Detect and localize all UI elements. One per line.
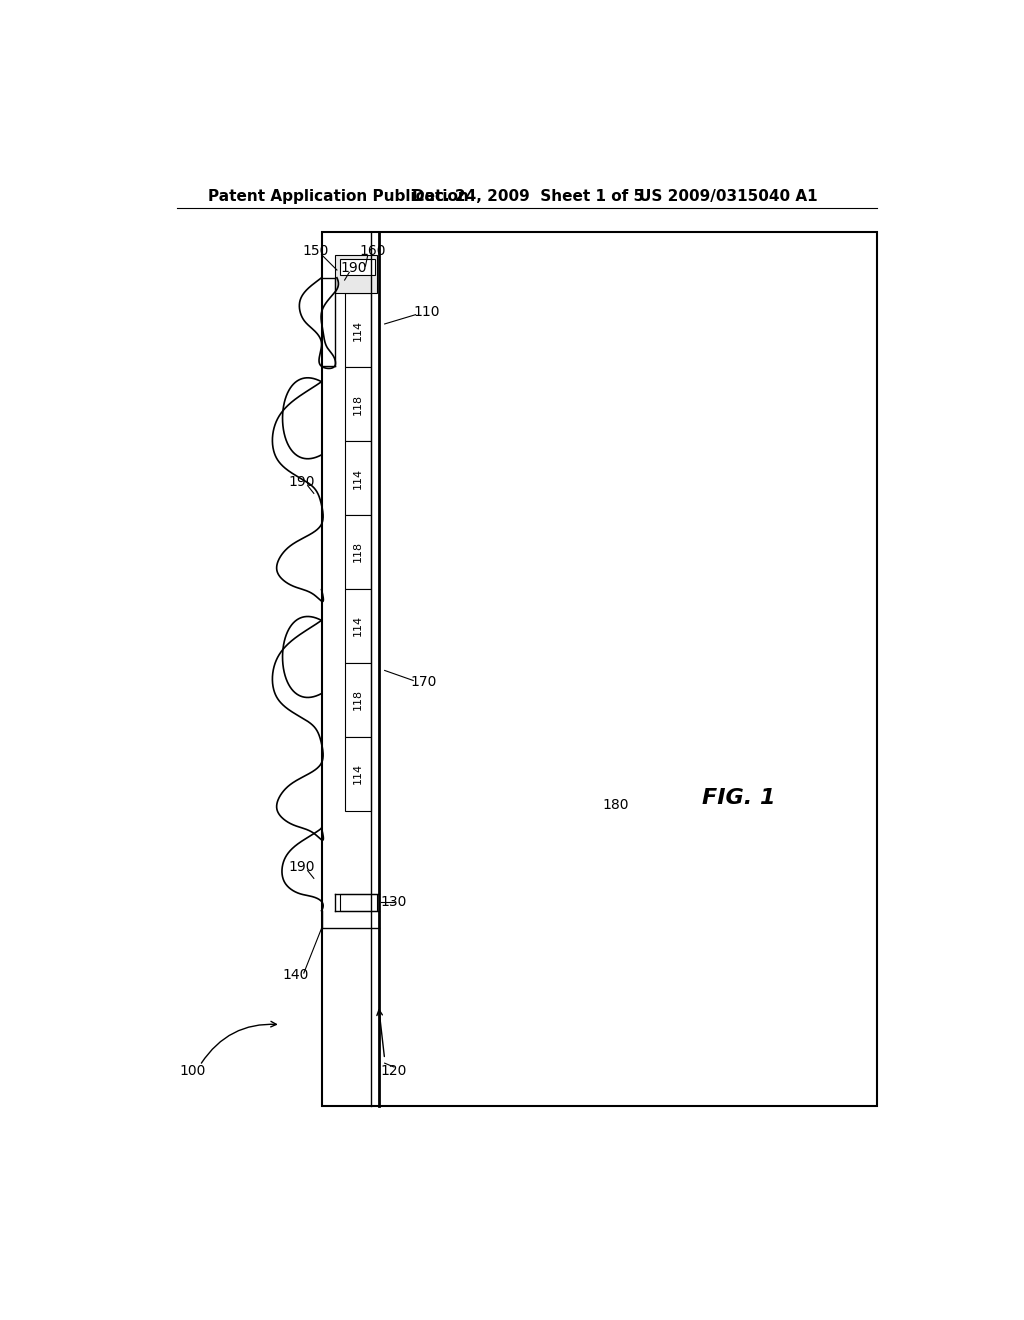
Text: 180: 180 — [602, 799, 629, 812]
Text: 120: 120 — [381, 1064, 408, 1078]
Text: 170: 170 — [410, 675, 436, 689]
Text: 190: 190 — [288, 859, 314, 874]
Bar — [345, 663, 371, 737]
Text: 100: 100 — [179, 1064, 206, 1078]
Bar — [345, 737, 371, 810]
Text: 114: 114 — [352, 467, 362, 488]
Bar — [340, 894, 377, 911]
Text: 160: 160 — [359, 244, 386, 257]
Bar — [345, 367, 371, 441]
Text: 150: 150 — [302, 244, 329, 257]
Text: 130: 130 — [381, 895, 408, 909]
Text: FIG. 1: FIG. 1 — [702, 788, 775, 808]
Text: US 2009/0315040 A1: US 2009/0315040 A1 — [639, 189, 817, 205]
Bar — [322, 231, 878, 1106]
Text: 140: 140 — [283, 968, 309, 982]
Bar — [335, 255, 377, 293]
Text: 114: 114 — [352, 319, 362, 341]
Bar — [345, 441, 371, 515]
Text: 190: 190 — [341, 261, 368, 275]
Text: Patent Application Publication: Patent Application Publication — [208, 189, 468, 205]
Bar — [345, 293, 371, 367]
Text: 118: 118 — [352, 689, 362, 710]
Bar — [345, 515, 371, 589]
Text: 190: 190 — [288, 475, 314, 488]
Text: 114: 114 — [352, 615, 362, 636]
Text: 118: 118 — [352, 393, 362, 414]
Text: 118: 118 — [352, 541, 362, 562]
Bar — [345, 589, 371, 663]
Text: Dec. 24, 2009  Sheet 1 of 5: Dec. 24, 2009 Sheet 1 of 5 — [412, 189, 644, 205]
Text: 114: 114 — [352, 763, 362, 784]
Bar — [340, 259, 375, 276]
Text: 110: 110 — [414, 305, 440, 319]
